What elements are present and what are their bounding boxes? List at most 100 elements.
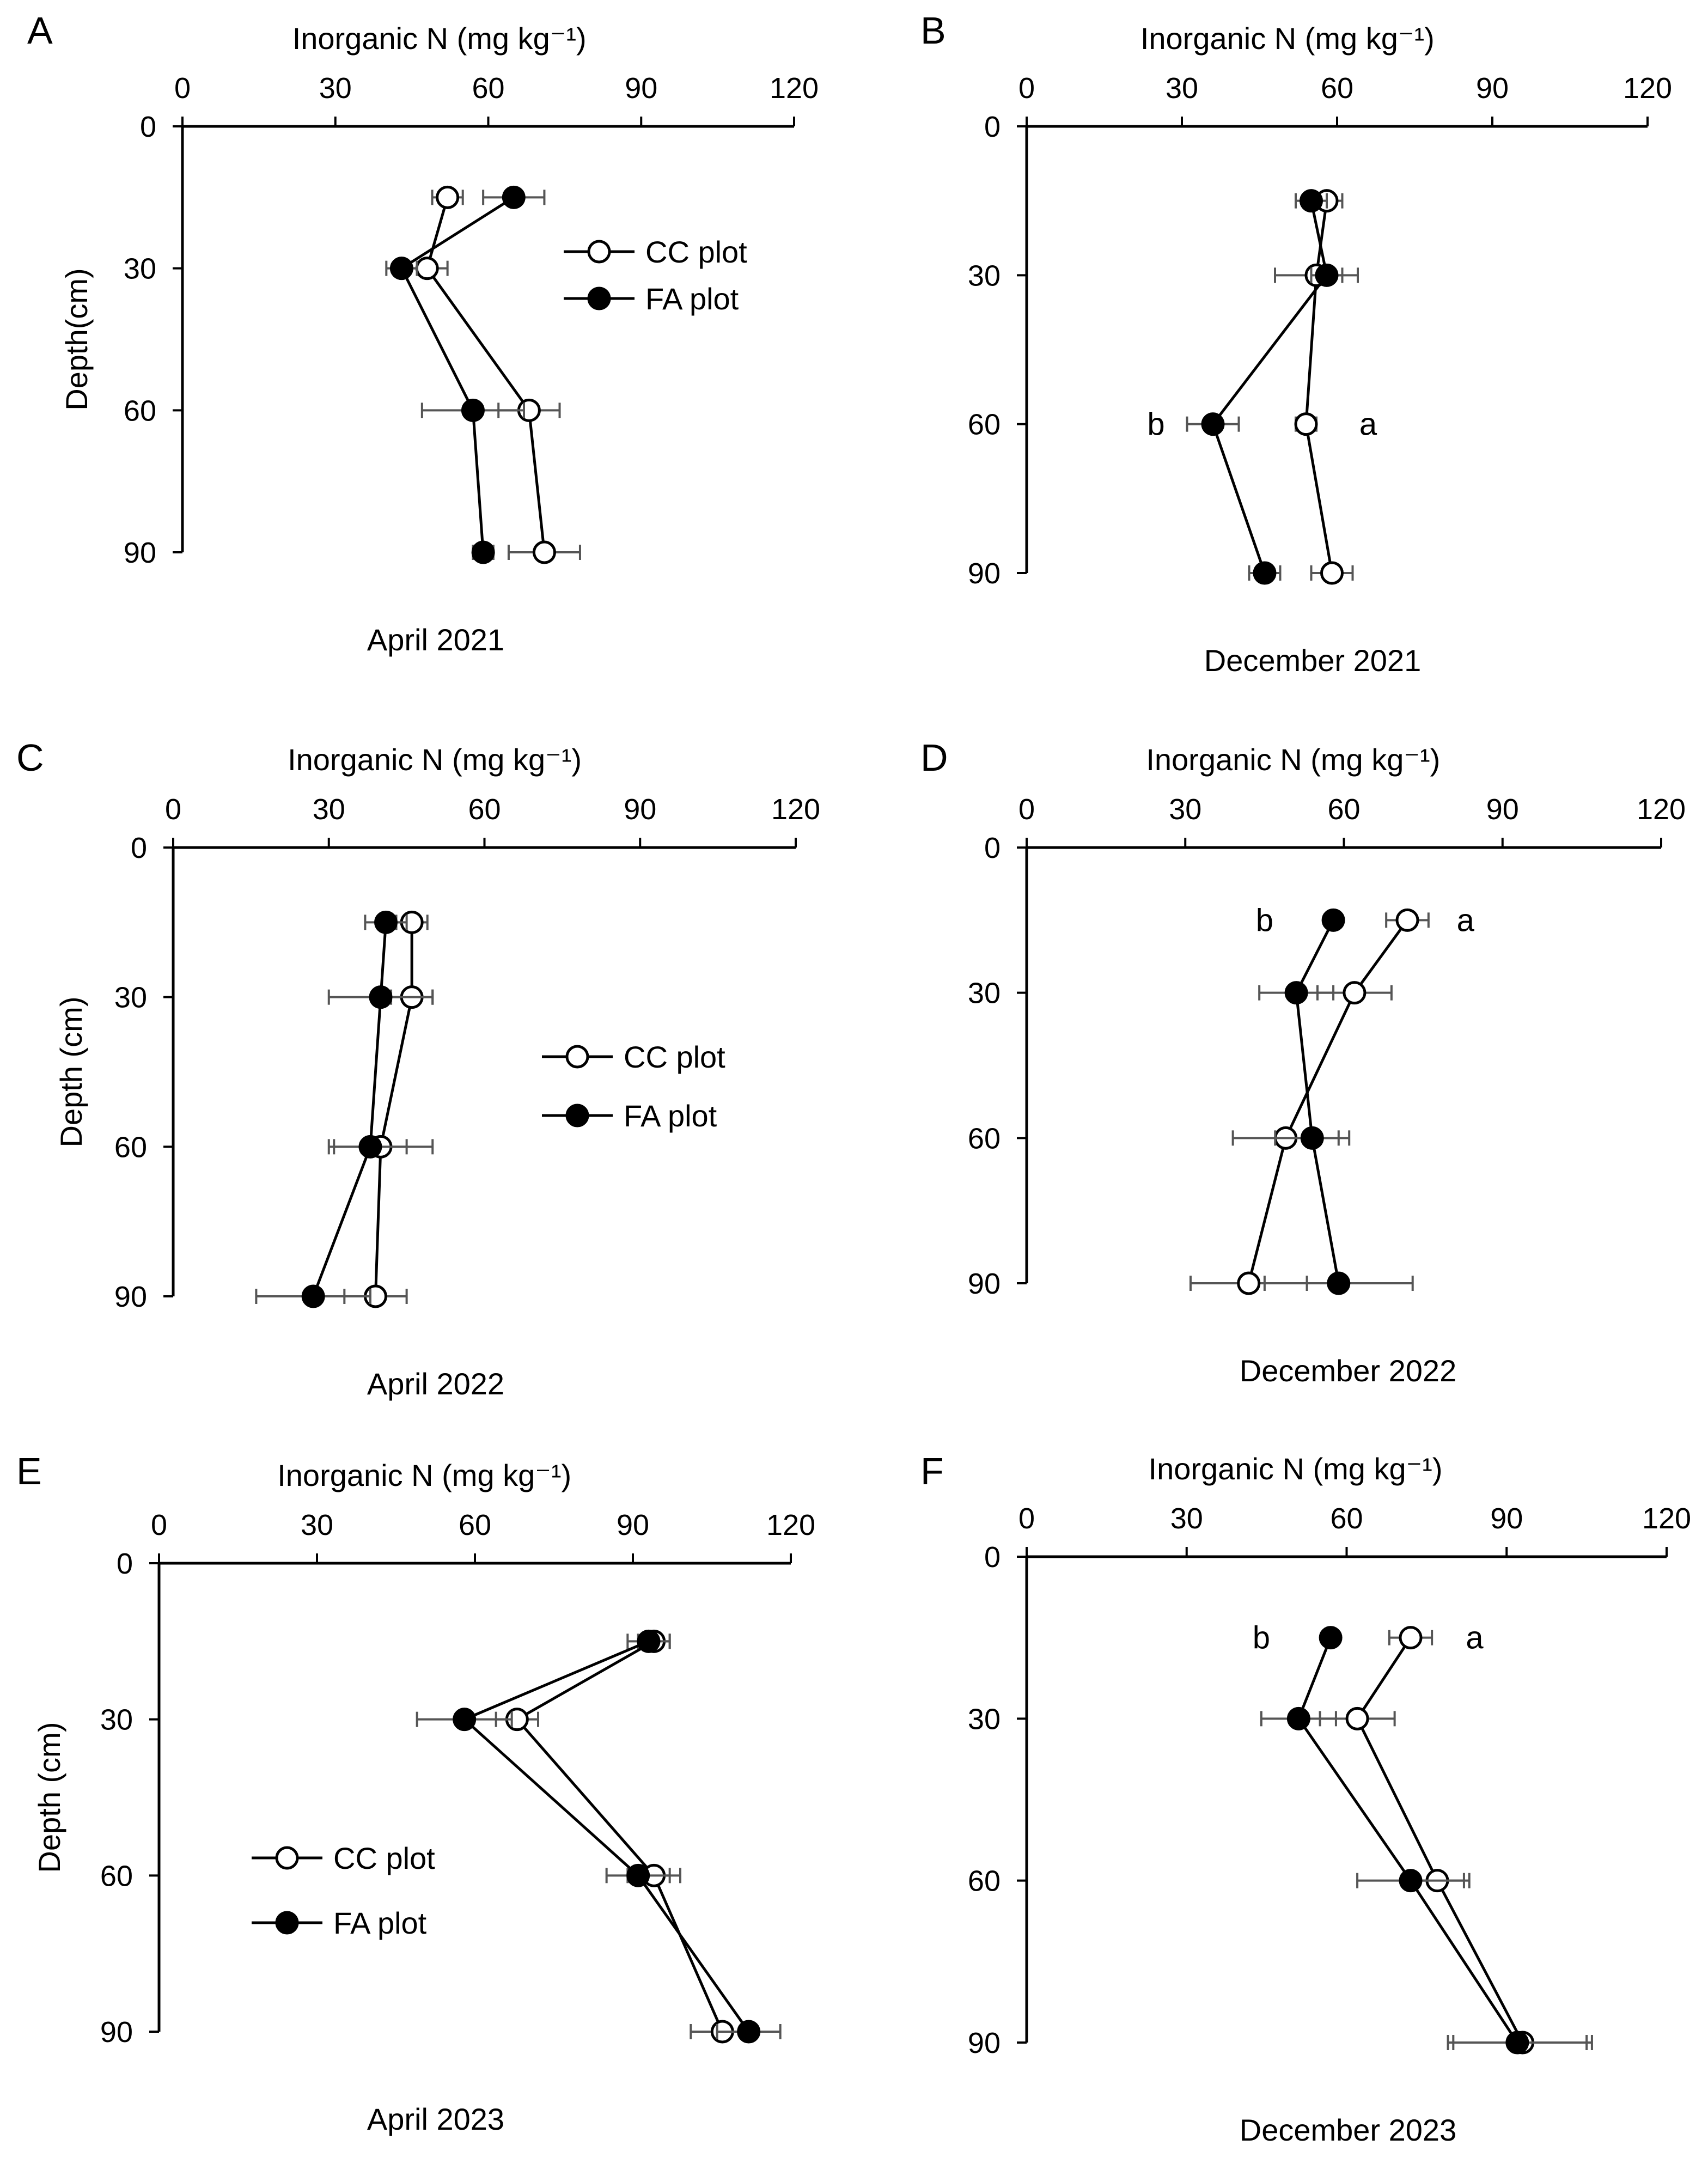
data-point-fa-b-1 [1315, 263, 1339, 287]
x-tick-label-a-1: 30 [319, 72, 352, 105]
x-tick-label-f-3: 90 [1490, 1502, 1523, 1535]
legend-label-cc-a: CC plot [645, 235, 747, 269]
y-tick-label-f-0: 0 [984, 1541, 1001, 1574]
series-cc-f [1319, 1626, 1593, 2055]
significance-label-b-1: a [1359, 407, 1377, 442]
data-point-fa-a-0 [502, 185, 526, 209]
x-axis-title-f: Inorganic N (mg kg⁻¹) [1149, 1452, 1443, 1486]
x-axis-title-a: Inorganic N (mg kg⁻¹) [292, 21, 587, 56]
data-point-fa-b-2 [1201, 412, 1225, 436]
panel-letter-b: B [920, 9, 946, 52]
legend-a: CC plot FA plot [564, 235, 747, 316]
panel-a: A 0 30 60 90 120 0 30 60 90 Inorganic N (mg kg⁻¹) D… [27, 9, 819, 657]
y-tick-label-b-1: 30 [968, 259, 1001, 292]
data-point-fa-a-1 [389, 257, 413, 281]
y-tick-label-e-3: 90 [100, 2016, 133, 2049]
y-tick-label-d-0: 0 [984, 832, 1001, 864]
legend-e: CC plot FA plot [252, 1841, 435, 1940]
series-line-cc-a [425, 197, 546, 553]
data-point-cc-a-0 [436, 185, 460, 209]
data-point-fa-d-1 [1284, 981, 1308, 1005]
data-point-fa-d-3 [1327, 1271, 1351, 1295]
data-point-fa-a-2 [461, 398, 485, 422]
x-tick-label-d-4: 120 [1637, 793, 1686, 826]
legend-marker-fa-c [565, 1104, 589, 1127]
panel-subtitle-b: December 2021 [1204, 643, 1421, 678]
legend-marker-cc-c [565, 1045, 589, 1069]
series-line-fa-a [400, 196, 515, 553]
panel-letter-d: D [920, 736, 948, 779]
data-point-cc-d-3 [1237, 1271, 1261, 1295]
x-tick-label-b-3: 90 [1476, 72, 1509, 105]
panel-c: C 0 30 60 90 120 0 30 60 90 Inorganic N (mg kg⁻¹) D… [16, 736, 820, 1401]
series-line-cc-b [1304, 200, 1333, 574]
y-tick-label-d-2: 60 [968, 1122, 1001, 1155]
data-point-fa-e-1 [453, 1708, 477, 1732]
data-point-fa-f-0 [1319, 1626, 1343, 1650]
y-tick-label-f-1: 30 [968, 1703, 1001, 1735]
data-point-fa-c-2 [358, 1135, 382, 1159]
legend-marker-cc-a [587, 240, 611, 264]
y-tick-label-a-0: 0 [140, 111, 156, 143]
y-tick-label-c-0: 0 [131, 832, 147, 864]
data-point-fa-c-1 [369, 985, 393, 1009]
data-point-cc-f-1 [1345, 1706, 1369, 1730]
panel-subtitle-a: April 2021 [367, 623, 504, 657]
y-tick-label-e-2: 60 [100, 1860, 133, 1892]
y-tick-label-c-3: 90 [114, 1281, 147, 1313]
data-point-fa-d-2 [1300, 1126, 1324, 1150]
data-point-fa-d-0 [1321, 908, 1345, 932]
x-tick-label-e-2: 60 [459, 1509, 491, 1541]
y-axis-title-a: Depth(cm) [59, 268, 94, 410]
x-tick-label-a-4: 120 [770, 72, 819, 105]
x-axis-title-d: Inorganic N (mg kg⁻¹) [1146, 742, 1440, 777]
data-point-fa-e-3 [737, 2020, 761, 2044]
series-line-fa-f [1297, 1637, 1518, 2044]
x-tick-label-d-3: 90 [1486, 793, 1519, 826]
series-line-fa-c [312, 922, 388, 1297]
significance-label-f-0: b [1253, 1620, 1270, 1656]
x-axis-title-c: Inorganic N (mg kg⁻¹) [288, 742, 582, 777]
y-tick-label-b-3: 90 [968, 557, 1001, 590]
panel-f: F 0 30 60 90 120 0 30 60 90 Inorganic N (mg kg⁻¹) D… [920, 1450, 1691, 2147]
panel-b: B 0 30 60 90 120 0 30 60 90 Inorganic N (mg kg⁻¹) D… [920, 9, 1672, 678]
data-point-cc-b-3 [1320, 561, 1344, 585]
y-tick-label-d-3: 90 [968, 1267, 1001, 1300]
x-tick-label-d-1: 30 [1169, 793, 1201, 826]
y-tick-label-e-1: 30 [100, 1704, 133, 1736]
series-line-cc-f [1356, 1637, 1524, 2044]
y-tick-label-a-2: 60 [124, 394, 156, 427]
x-tick-label-c-2: 60 [468, 793, 501, 826]
panel-e: E 0 30 60 90 120 0 30 60 90 Inorganic N (mg kg⁻¹) D… [16, 1450, 815, 2136]
x-axis-title-b: Inorganic N (mg kg⁻¹) [1140, 21, 1435, 56]
panel-letter-c: C [16, 736, 44, 779]
series-line-fa-b [1211, 200, 1328, 574]
x-tick-label-d-0: 0 [1018, 793, 1035, 826]
y-tick-label-f-2: 60 [968, 1865, 1001, 1898]
panel-subtitle-f: December 2023 [1240, 2113, 1456, 2147]
x-tick-label-f-4: 120 [1642, 1502, 1691, 1535]
series-cc-c [327, 910, 434, 1308]
legend-marker-fa-a [587, 287, 611, 310]
legend-label-fa-a: FA plot [645, 282, 739, 316]
series-fa-b [1186, 189, 1344, 585]
x-tick-label-a-2: 60 [472, 72, 504, 105]
data-point-fa-e-2 [626, 1863, 650, 1887]
series-line-fa-d [1295, 919, 1340, 1284]
x-tick-label-e-3: 90 [617, 1509, 649, 1541]
y-tick-label-f-3: 90 [968, 2027, 1001, 2059]
x-tick-label-e-1: 30 [301, 1509, 333, 1541]
data-point-fa-c-0 [374, 910, 398, 934]
data-point-fa-b-3 [1253, 561, 1277, 585]
x-tick-label-e-0: 0 [151, 1509, 167, 1541]
y-tick-label-e-0: 0 [117, 1547, 133, 1580]
data-point-fa-f-2 [1399, 1869, 1423, 1893]
panel-subtitle-e: April 2023 [367, 2102, 504, 2136]
panel-letter-f: F [920, 1450, 944, 1492]
data-point-cc-f-0 [1399, 1626, 1423, 1650]
y-tick-label-c-2: 60 [114, 1131, 147, 1163]
panel-subtitle-c: April 2022 [367, 1367, 504, 1401]
series-fa-c [255, 910, 434, 1308]
data-point-cc-a-1 [415, 257, 439, 281]
